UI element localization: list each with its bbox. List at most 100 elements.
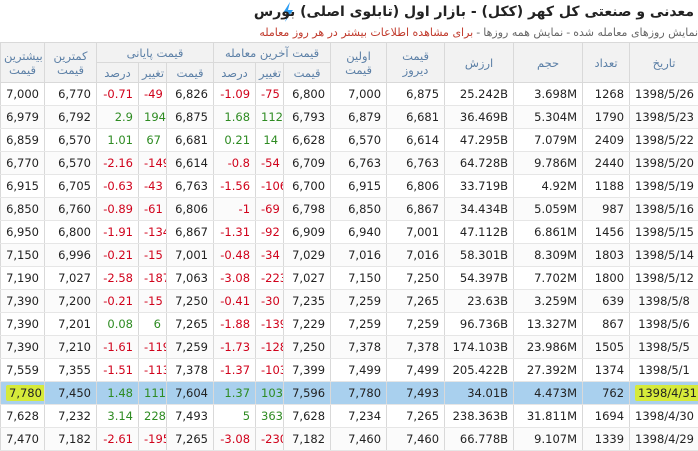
cell-close-change: -15	[139, 290, 167, 313]
cell-last-price: 7,235	[284, 290, 331, 313]
cell-yesterday-price-text: 6,875	[406, 87, 439, 101]
cell-last-change-text: -92	[261, 225, 280, 239]
cell-close-price: 7,378	[167, 359, 214, 382]
cell-value: 174.103B	[445, 336, 514, 359]
cell-date[interactable]: 1398/5/1	[630, 359, 698, 382]
table-row[interactable]: 7,5597,355-1.51-1137,378-1.37-1037,3997,…	[1, 359, 698, 382]
cell-value: 96.736B	[445, 313, 514, 336]
cell-min-price-text: 7,355	[58, 363, 91, 377]
cell-volume: 7.702M	[514, 267, 583, 290]
cell-date[interactable]: 1398/4/30	[630, 405, 698, 428]
cell-first-price-text: 7,259	[348, 294, 381, 308]
table-row[interactable]: 7,3907,2010.0867,265-1.88-1397,2297,2597…	[1, 313, 698, 336]
table-row[interactable]: 6,9506,800-1.91-1346,867-1.31-926,9096,9…	[1, 221, 698, 244]
cell-date[interactable]: 1398/5/20	[630, 152, 698, 175]
cell-yesterday-price: 7,265	[387, 405, 445, 428]
cell-date[interactable]: 1398/5/23	[630, 106, 698, 129]
col-volume[interactable]: حجم	[514, 43, 583, 83]
cell-date[interactable]: 1398/4/31	[630, 382, 698, 405]
cell-min-price-text: 6,800	[58, 225, 91, 239]
cell-date[interactable]: 1398/5/16	[630, 198, 698, 221]
cell-last-change: -230	[256, 428, 284, 451]
cell-close-pct: 3.14	[97, 405, 139, 428]
cell-close-pct: -2.58	[97, 267, 139, 290]
cell-date[interactable]: 1398/5/6	[630, 313, 698, 336]
cell-date[interactable]: 1398/5/19	[630, 175, 698, 198]
col-close-pct[interactable]: درصد	[97, 63, 139, 83]
cell-last-pct: 5	[214, 405, 256, 428]
col-max-price[interactable]: بیشترین قیمت	[1, 43, 45, 83]
cell-yesterday-price: 7,460	[387, 428, 445, 451]
cell-max-price: 7,390	[1, 336, 45, 359]
cell-date-text: 1398/5/23	[635, 110, 694, 124]
cell-close-pct-text: -1.51	[103, 363, 133, 377]
col-last-pct[interactable]: درصد	[214, 63, 256, 83]
col-last-price[interactable]: قیمت	[284, 63, 331, 83]
cell-volume: 4.473M	[514, 382, 583, 405]
table-row[interactable]: 6,7706,570-2.16-1496,614-0.8-546,7096,76…	[1, 152, 698, 175]
cell-close-change: -113	[139, 359, 167, 382]
cell-last-pct-text: 1.68	[224, 110, 250, 124]
cell-close-change-text: -43	[144, 179, 163, 193]
cell-volume-text: 3.259M	[534, 294, 577, 308]
col-close-price[interactable]: قیمت	[167, 63, 214, 83]
cell-close-change: -43	[139, 175, 167, 198]
col-last-change[interactable]: تغییر	[256, 63, 284, 83]
cell-value-text: 66.778B	[460, 432, 508, 446]
cell-max-price: 7,000	[1, 83, 45, 106]
cell-date[interactable]: 1398/5/14	[630, 244, 698, 267]
cell-close-pct-text: -0.21	[103, 248, 133, 262]
cell-date[interactable]: 1398/5/12	[630, 267, 698, 290]
cell-count: 639	[583, 290, 630, 313]
cell-count-text: 639	[602, 294, 624, 308]
cell-value: 66.778B	[445, 428, 514, 451]
table-row[interactable]: 7,3907,210-1.61-1197,259-1.73-1287,2507,…	[1, 336, 698, 359]
show-traded-days-link[interactable]: نمایش روزهای معامله شده	[573, 26, 698, 39]
col-count[interactable]: تعداد	[583, 43, 630, 83]
cell-close-price-text: 6,806	[175, 202, 208, 216]
cell-count: 1800	[583, 267, 630, 290]
cell-date[interactable]: 1398/5/26	[630, 83, 698, 106]
cell-last-change: 14	[256, 129, 284, 152]
cell-min-price-text: 6,996	[58, 248, 91, 262]
cell-first-price-text: 7,234	[348, 409, 381, 423]
cell-last-price-text: 6,909	[292, 225, 325, 239]
col-min-price[interactable]: کمترین قیمت	[45, 43, 97, 83]
table-row[interactable]: 6,9156,705-0.63-436,763-1.56-1066,7006,9…	[1, 175, 698, 198]
cell-first-price: 6,850	[331, 198, 387, 221]
cell-date[interactable]: 1398/5/15	[630, 221, 698, 244]
cell-min-price: 6,705	[45, 175, 97, 198]
cell-close-price: 7,265	[167, 313, 214, 336]
table-row[interactable]: 7,4707,182-2.61-1957,265-3.08-2307,1827,…	[1, 428, 698, 451]
cell-yesterday-price-text: 7,250	[406, 271, 439, 285]
col-value[interactable]: ارزش	[445, 43, 514, 83]
cell-date[interactable]: 1398/5/22	[630, 129, 698, 152]
cell-close-pct-text: -2.58	[103, 271, 133, 285]
table-row[interactable]: 7,1907,027-2.58-1877,063-3.08-2237,0277,…	[1, 267, 698, 290]
cell-max-price: 7,628	[1, 405, 45, 428]
cell-min-price-text: 6,792	[58, 110, 91, 124]
cell-date[interactable]: 1398/5/5	[630, 336, 698, 359]
col-date[interactable]: تاریخ	[630, 43, 698, 83]
cell-close-change-text: 67	[146, 133, 161, 147]
cell-last-pct: -1.73	[214, 336, 256, 359]
col-close-change[interactable]: تغییر	[139, 63, 167, 83]
cell-date[interactable]: 1398/5/8	[630, 290, 698, 313]
cell-last-pct: -1.88	[214, 313, 256, 336]
cell-close-change-text: -113	[144, 363, 167, 377]
cell-volume: 9.786M	[514, 152, 583, 175]
cell-last-pct-text: -1.31	[220, 225, 250, 239]
col-first-price[interactable]: اولین قیمت	[331, 43, 387, 83]
show-all-days-link[interactable]: نمایش همه روزها	[483, 26, 563, 39]
cell-date[interactable]: 1398/4/29	[630, 428, 698, 451]
col-yesterday-price[interactable]: قیمت دیروز	[387, 43, 445, 83]
cell-max-price: 6,979	[1, 106, 45, 129]
